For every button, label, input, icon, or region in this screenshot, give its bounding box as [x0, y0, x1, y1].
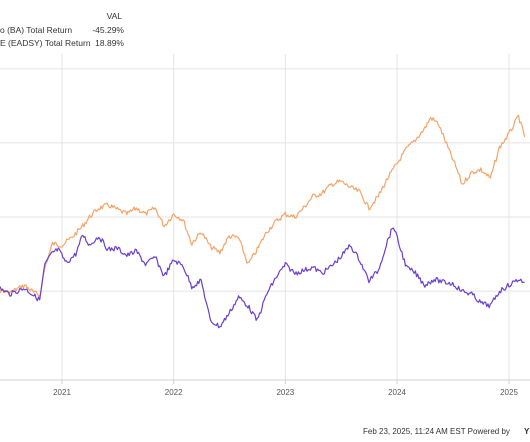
- x-tick-label-2021: 2021: [53, 388, 71, 397]
- x-tick-label-2022: 2022: [165, 388, 183, 397]
- series-lines: [0, 114, 526, 329]
- x-axis-ticks: 2021 2022 2023 2024 2025: [53, 380, 518, 397]
- legend-header: VAL: [107, 11, 123, 21]
- legend: VAL o (BA) Total Return -45.29% E (EADSY…: [0, 11, 124, 48]
- ycharts-logo-icon: Y: [524, 427, 530, 436]
- series-line-ba: [0, 227, 525, 329]
- legend-value-ba: -45.29%: [92, 25, 124, 35]
- footer: Feb 23, 2025, 11:24 AM EST Powered by Y: [363, 427, 530, 436]
- x-tick-label-2023: 2023: [276, 388, 294, 397]
- legend-value-eadsy: 18.89%: [95, 38, 124, 48]
- legend-label-eadsy: E (EADSY) Total Return: [0, 38, 91, 48]
- legend-label-ba: o (BA) Total Return: [0, 25, 72, 35]
- footer-timestamp: Feb 23, 2025, 11:24 AM EST Powered by: [363, 427, 510, 436]
- x-tick-label-2025: 2025: [500, 388, 518, 397]
- grid-lines: [0, 54, 530, 381]
- x-tick-label-2024: 2024: [388, 388, 406, 397]
- series-line-eadsy: [0, 114, 526, 297]
